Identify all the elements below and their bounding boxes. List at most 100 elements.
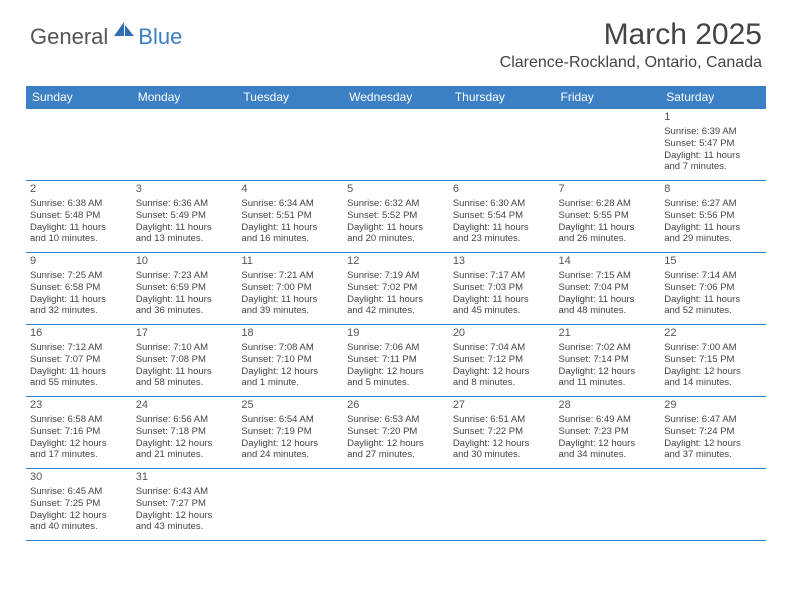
day-day1: Daylight: 12 hours (136, 510, 234, 522)
calendar-day-cell: 7Sunrise: 6:28 AMSunset: 5:55 PMDaylight… (555, 181, 661, 253)
calendar-day-cell: 4Sunrise: 6:34 AMSunset: 5:51 PMDaylight… (237, 181, 343, 253)
day-number: 29 (664, 399, 762, 413)
calendar-day-cell: 11Sunrise: 7:21 AMSunset: 7:00 PMDayligh… (237, 253, 343, 325)
page-header: General Blue March 2025 Clarence-Rocklan… (0, 0, 792, 80)
day-sunset: Sunset: 7:06 PM (664, 282, 762, 294)
day-day1: Daylight: 11 hours (30, 222, 128, 234)
logo-text-general: General (30, 24, 108, 50)
day-number: 7 (559, 183, 657, 197)
day-sunset: Sunset: 7:19 PM (241, 426, 339, 438)
calendar-day-cell: 22Sunrise: 7:00 AMSunset: 7:15 PMDayligh… (660, 325, 766, 397)
calendar-day-cell: 12Sunrise: 7:19 AMSunset: 7:02 PMDayligh… (343, 253, 449, 325)
day-day2: and 36 minutes. (136, 305, 234, 317)
weekday-header: Thursday (449, 86, 555, 109)
weekday-header: Wednesday (343, 86, 449, 109)
day-day1: Daylight: 11 hours (30, 366, 128, 378)
weekday-header: Tuesday (237, 86, 343, 109)
calendar-day-cell: 21Sunrise: 7:02 AMSunset: 7:14 PMDayligh… (555, 325, 661, 397)
calendar-day-cell: 24Sunrise: 6:56 AMSunset: 7:18 PMDayligh… (132, 397, 238, 469)
day-sunset: Sunset: 7:24 PM (664, 426, 762, 438)
day-day1: Daylight: 11 hours (559, 294, 657, 306)
day-sunset: Sunset: 6:58 PM (30, 282, 128, 294)
day-day1: Daylight: 11 hours (664, 150, 762, 162)
day-number: 3 (136, 183, 234, 197)
day-sunset: Sunset: 7:15 PM (664, 354, 762, 366)
day-sunset: Sunset: 5:47 PM (664, 138, 762, 150)
day-day1: Daylight: 11 hours (30, 294, 128, 306)
weekday-header-row: SundayMondayTuesdayWednesdayThursdayFrid… (26, 86, 766, 109)
day-sunrise: Sunrise: 7:25 AM (30, 270, 128, 282)
day-sunrise: Sunrise: 6:47 AM (664, 414, 762, 426)
day-day2: and 34 minutes. (559, 449, 657, 461)
day-day2: and 52 minutes. (664, 305, 762, 317)
day-day2: and 23 minutes. (453, 233, 551, 245)
day-sunrise: Sunrise: 7:17 AM (453, 270, 551, 282)
day-day2: and 45 minutes. (453, 305, 551, 317)
day-day1: Daylight: 11 hours (453, 294, 551, 306)
day-sunrise: Sunrise: 6:43 AM (136, 486, 234, 498)
day-sunset: Sunset: 6:59 PM (136, 282, 234, 294)
logo-text-blue: Blue (138, 24, 182, 50)
day-day2: and 27 minutes. (347, 449, 445, 461)
calendar-week-row: 16Sunrise: 7:12 AMSunset: 7:07 PMDayligh… (26, 325, 766, 397)
day-sunrise: Sunrise: 6:28 AM (559, 198, 657, 210)
day-number: 19 (347, 327, 445, 341)
day-day2: and 40 minutes. (30, 521, 128, 533)
calendar-day-cell (237, 469, 343, 541)
day-number: 27 (453, 399, 551, 413)
day-sunrise: Sunrise: 6:32 AM (347, 198, 445, 210)
day-sunset: Sunset: 5:55 PM (559, 210, 657, 222)
day-day1: Daylight: 11 hours (453, 222, 551, 234)
day-day2: and 26 minutes. (559, 233, 657, 245)
day-day2: and 14 minutes. (664, 377, 762, 389)
day-number: 31 (136, 471, 234, 485)
day-sunset: Sunset: 5:52 PM (347, 210, 445, 222)
calendar-day-cell (555, 469, 661, 541)
day-day2: and 5 minutes. (347, 377, 445, 389)
day-sunrise: Sunrise: 6:58 AM (30, 414, 128, 426)
day-sunset: Sunset: 7:16 PM (30, 426, 128, 438)
calendar-week-row: 9Sunrise: 7:25 AMSunset: 6:58 PMDaylight… (26, 253, 766, 325)
day-day2: and 24 minutes. (241, 449, 339, 461)
calendar-day-cell: 31Sunrise: 6:43 AMSunset: 7:27 PMDayligh… (132, 469, 238, 541)
day-day1: Daylight: 12 hours (30, 510, 128, 522)
day-number: 11 (241, 255, 339, 269)
day-number: 4 (241, 183, 339, 197)
day-day2: and 58 minutes. (136, 377, 234, 389)
day-number: 12 (347, 255, 445, 269)
calendar-day-cell (555, 109, 661, 181)
day-sunset: Sunset: 7:22 PM (453, 426, 551, 438)
day-day1: Daylight: 11 hours (347, 222, 445, 234)
calendar-day-cell: 23Sunrise: 6:58 AMSunset: 7:16 PMDayligh… (26, 397, 132, 469)
day-day2: and 32 minutes. (30, 305, 128, 317)
day-day2: and 16 minutes. (241, 233, 339, 245)
day-day1: Daylight: 11 hours (559, 222, 657, 234)
day-sunrise: Sunrise: 7:23 AM (136, 270, 234, 282)
day-sunrise: Sunrise: 6:56 AM (136, 414, 234, 426)
logo-sail-icon (112, 18, 136, 44)
day-sunrise: Sunrise: 6:34 AM (241, 198, 339, 210)
day-day2: and 30 minutes. (453, 449, 551, 461)
calendar-day-cell (132, 109, 238, 181)
calendar-day-cell: 20Sunrise: 7:04 AMSunset: 7:12 PMDayligh… (449, 325, 555, 397)
day-sunrise: Sunrise: 6:39 AM (664, 126, 762, 138)
day-number: 23 (30, 399, 128, 413)
day-sunrise: Sunrise: 7:10 AM (136, 342, 234, 354)
calendar-day-cell: 15Sunrise: 7:14 AMSunset: 7:06 PMDayligh… (660, 253, 766, 325)
day-sunrise: Sunrise: 7:00 AM (664, 342, 762, 354)
day-number: 16 (30, 327, 128, 341)
day-sunrise: Sunrise: 7:08 AM (241, 342, 339, 354)
day-sunrise: Sunrise: 7:06 AM (347, 342, 445, 354)
day-day2: and 11 minutes. (559, 377, 657, 389)
calendar-day-cell: 9Sunrise: 7:25 AMSunset: 6:58 PMDaylight… (26, 253, 132, 325)
day-day2: and 37 minutes. (664, 449, 762, 461)
day-day1: Daylight: 11 hours (241, 294, 339, 306)
day-sunset: Sunset: 7:20 PM (347, 426, 445, 438)
calendar-day-cell: 17Sunrise: 7:10 AMSunset: 7:08 PMDayligh… (132, 325, 238, 397)
day-day1: Daylight: 12 hours (30, 438, 128, 450)
day-sunset: Sunset: 7:27 PM (136, 498, 234, 510)
calendar-body: 1Sunrise: 6:39 AMSunset: 5:47 PMDaylight… (26, 109, 766, 541)
day-number: 21 (559, 327, 657, 341)
day-day1: Daylight: 12 hours (559, 438, 657, 450)
day-number: 22 (664, 327, 762, 341)
